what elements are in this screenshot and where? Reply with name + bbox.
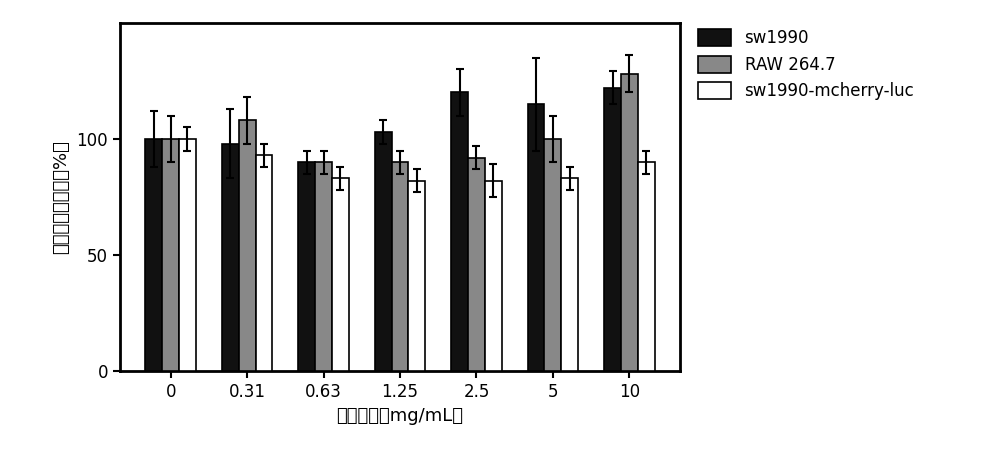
Bar: [145, 139, 162, 371]
Bar: [561, 178, 578, 371]
Bar: [451, 92, 468, 371]
Bar: [604, 88, 621, 371]
Bar: [222, 144, 239, 371]
Bar: [256, 155, 272, 371]
Bar: [179, 139, 196, 371]
Bar: [638, 162, 655, 371]
Bar: [408, 181, 425, 371]
Bar: [315, 162, 332, 371]
Bar: [544, 139, 561, 371]
Bar: [621, 74, 638, 371]
X-axis label: 探针浓度（mg/mL）: 探针浓度（mg/mL）: [336, 407, 464, 425]
Bar: [298, 162, 315, 371]
Bar: [485, 181, 502, 371]
Bar: [468, 158, 485, 371]
Y-axis label: 细胞活性百分比（%）: 细胞活性百分比（%）: [52, 140, 70, 254]
Bar: [375, 132, 392, 371]
Bar: [392, 162, 408, 371]
Bar: [162, 139, 179, 371]
Bar: [332, 178, 349, 371]
Bar: [239, 120, 256, 371]
Legend: sw1990, RAW 264.7, sw1990-mcherry-luc: sw1990, RAW 264.7, sw1990-mcherry-luc: [691, 23, 921, 107]
Bar: [528, 104, 544, 371]
